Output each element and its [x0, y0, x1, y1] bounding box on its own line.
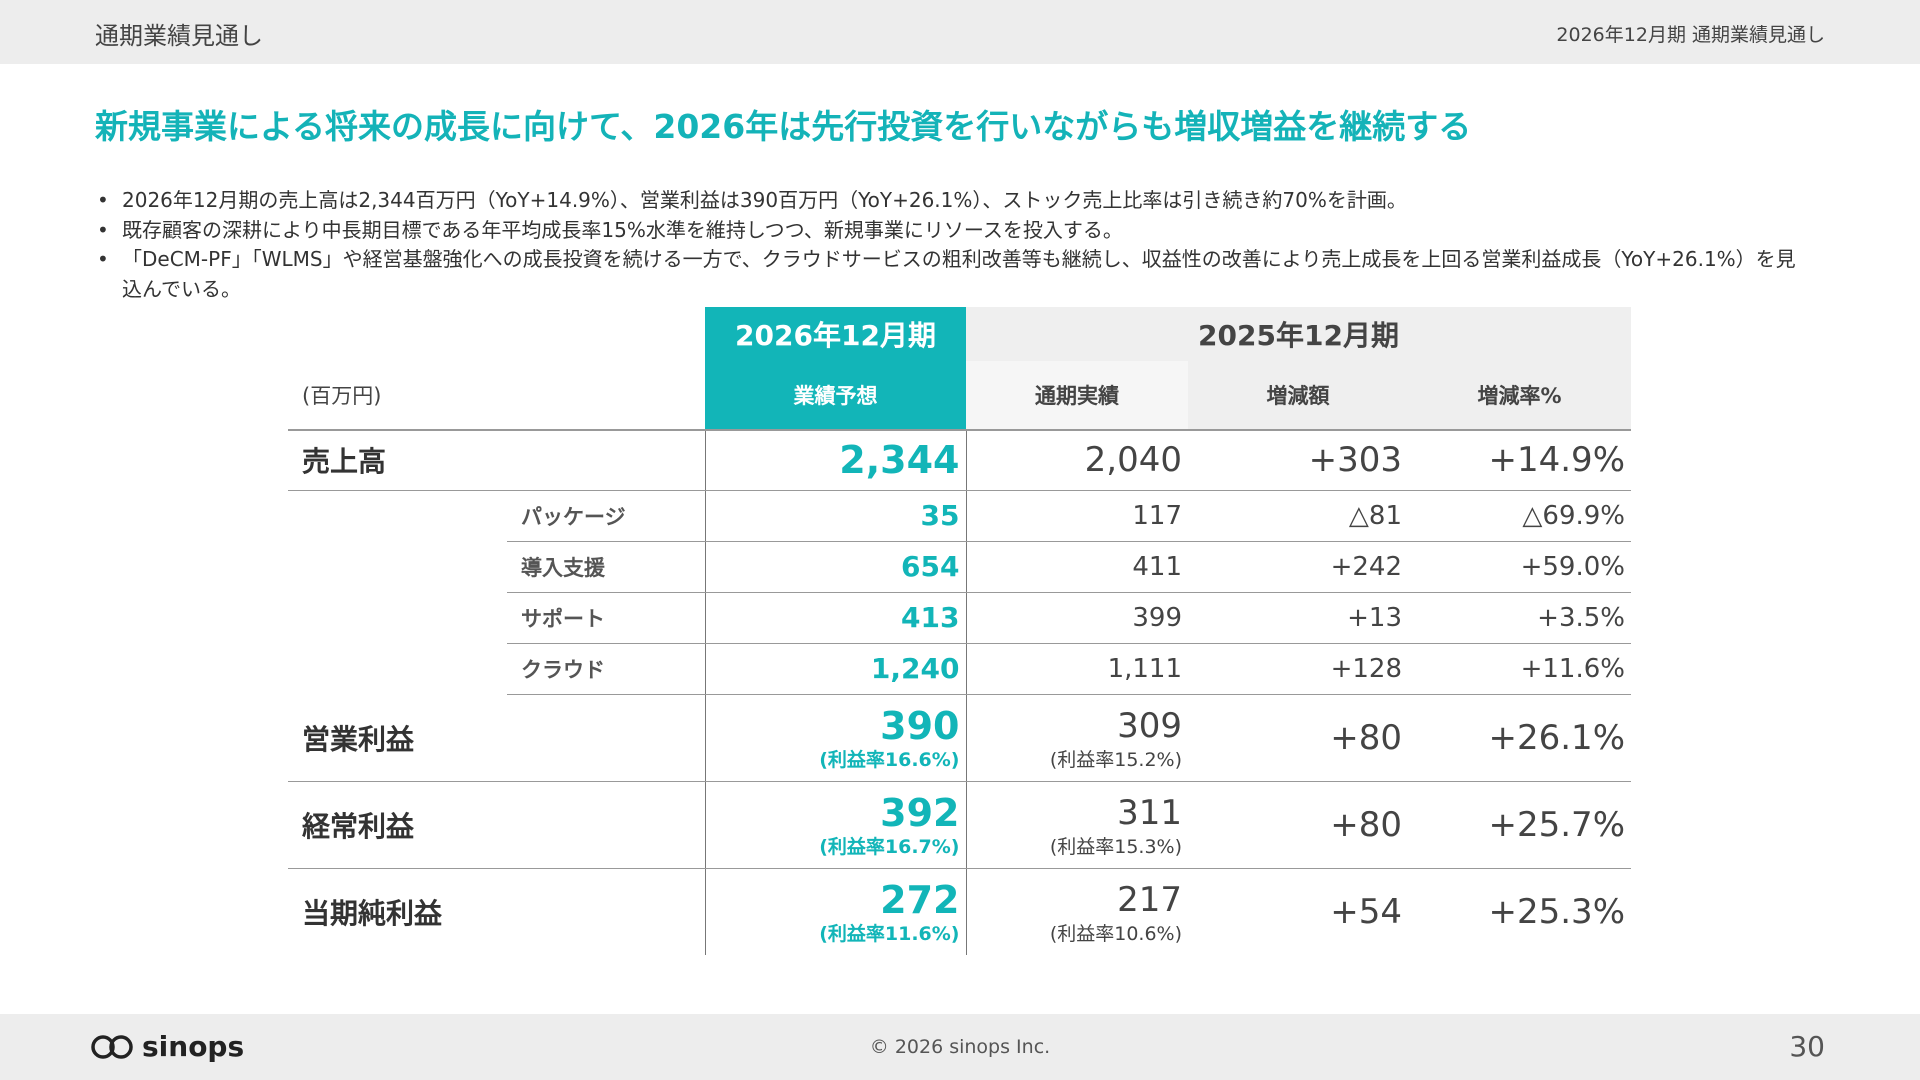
- actual-value: 217: [1117, 879, 1182, 920]
- row-label: 営業利益: [288, 694, 705, 782]
- actual-value: 311: [1117, 792, 1182, 833]
- row-label: サポート: [507, 592, 705, 644]
- forecast-margin: (利益率11.6%): [819, 922, 960, 945]
- forecast-value: 2,344: [704, 430, 967, 491]
- row-label: 売上高: [288, 430, 705, 491]
- actual-cell: 309 (利益率15.2%): [966, 694, 1188, 782]
- logo-icon: [91, 1034, 133, 1059]
- forecast-margin: (利益率16.6%): [819, 748, 960, 771]
- row-label: 当期純利益: [302, 896, 443, 930]
- actual-value: 399: [966, 592, 1188, 644]
- row-label: クラウド: [507, 643, 705, 695]
- actual-cell: 217 (利益率10.6%): [966, 868, 1188, 955]
- diff-value: +128: [1188, 643, 1408, 695]
- diff-value: +80: [1188, 781, 1408, 869]
- rate-value: △69.9%: [1408, 490, 1631, 542]
- logo-text: sinops: [142, 1030, 245, 1063]
- rate-value: +25.3%: [1488, 891, 1626, 932]
- logo: sinops: [90, 1030, 244, 1063]
- diff-value: +13: [1188, 592, 1408, 644]
- column-header: 通期実績: [966, 361, 1188, 431]
- rate-value: +25.7%: [1408, 781, 1631, 869]
- bullet-list: 2026年12月期の売上高は2,344百万円（YoY+14.9%）、営業利益は3…: [95, 186, 1815, 304]
- bullet: 既存顧客の深耕により中長期目標である年平均成長率15%水準を維持しつつ、新規事業…: [95, 216, 1815, 246]
- rate-value: +26.1%: [1408, 694, 1631, 782]
- forecast-value: 35: [704, 490, 967, 542]
- bullet: 「DeCM-PF」「WLMS」や経営基盤強化への成長投資を続ける一方で、クラウド…: [95, 245, 1815, 304]
- rate-value: +3.5%: [1408, 592, 1631, 644]
- forecast-cell: 272 (利益率11.6%): [704, 868, 967, 955]
- forecast-value: 1,240: [704, 643, 967, 695]
- forecast-label: 業績予想: [705, 361, 966, 431]
- forecast-value: 272: [880, 877, 960, 922]
- diff-value: +80: [1188, 694, 1408, 782]
- actual-value: 411: [966, 541, 1188, 593]
- forecast-value: 413: [704, 592, 967, 644]
- forecast-period: 2026年12月期: [705, 307, 966, 361]
- forecast-value: 392: [880, 790, 960, 835]
- rate-value: +11.6%: [1408, 643, 1631, 695]
- forecast-value: 654: [704, 541, 967, 593]
- profit-row: 営業利益 390 (利益率16.6%) 309 (利益率15.2%) +80 +26.1%: [288, 694, 1631, 782]
- blank-cell: [288, 307, 705, 361]
- diff-value: +54: [1330, 891, 1402, 932]
- diff-value: +303: [1188, 430, 1408, 491]
- main-row: 売上高 2,344 2,040 +303 +14.9%: [288, 430, 1631, 491]
- header-row: 2026年12月期 2025年12月期: [288, 307, 1631, 361]
- sub-row: サポート 413 399 +13 +3.5%: [288, 592, 1631, 644]
- column-header: 増減額: [1188, 361, 1408, 431]
- rate-value: +14.9%: [1408, 430, 1631, 491]
- sub-row: クラウド 1,240 1,111 +128 +11.6%: [288, 643, 1631, 695]
- forecast-margin: (利益率16.7%): [819, 835, 960, 858]
- actual-value: 2,040: [966, 430, 1188, 491]
- page-number: 30: [1789, 1030, 1825, 1063]
- sub-row: 導入支援 654 411 +242 +59.0%: [288, 541, 1631, 593]
- unit: (百万円): [288, 361, 705, 431]
- forecast-value: 390: [880, 703, 960, 748]
- top-bar: 通期業績見通し 2026年12月期 通期業績見通し: [0, 0, 1920, 64]
- actual-value: 309: [1117, 705, 1182, 746]
- header-row: (百万円) 業績予想 通期実績 増減額 増減率%: [288, 361, 1631, 431]
- header-right: 2026年12月期 通期業績見通し: [1556, 24, 1825, 46]
- row-label: 経常利益: [288, 781, 705, 869]
- row-label: 導入支援: [507, 541, 705, 593]
- forecast-cell: 392 (利益率16.7%): [704, 781, 967, 869]
- footer: sinops © 2026 sinops Inc. 30: [0, 1014, 1920, 1080]
- actual-margin: (利益率15.3%): [1049, 835, 1182, 858]
- actual-cell: 311 (利益率15.3%): [966, 781, 1188, 869]
- sub-row: パッケージ 35 117 △81 △69.9%: [288, 490, 1631, 542]
- actual-value: 117: [966, 490, 1188, 542]
- section-title: 通期業績見通し: [95, 22, 263, 50]
- profit-row: 経常利益 392 (利益率16.7%) 311 (利益率15.3%) +80 +25.7%: [288, 781, 1631, 869]
- forecast-cell: 390 (利益率16.6%): [704, 694, 967, 782]
- financial-table: 2026年12月期 2025年12月期 (百万円) 業績予想 通期実績 増減額 増減率% 売上…: [288, 307, 1631, 955]
- column-header: 増減率%: [1408, 361, 1631, 431]
- diff-value: △81: [1188, 490, 1408, 542]
- diff-value: +242: [1188, 541, 1408, 593]
- blank-cell: [288, 490, 507, 694]
- actual-margin: (利益率15.2%): [1049, 748, 1182, 771]
- copyright: © 2026 sinops Inc.: [869, 1036, 1051, 1058]
- headline: 新規事業による将来の成長に向けて、2026年は先行投資を行いながらも増収増益を継…: [95, 107, 1472, 146]
- actual-margin: (利益率10.6%): [1049, 922, 1182, 945]
- bullet: 2026年12月期の売上高は2,344百万円（YoY+14.9%）、営業利益は3…: [95, 186, 1815, 216]
- actual-value: 1,111: [966, 643, 1188, 695]
- profit-row: 当期純利益 272 (利益率11.6%) 217 (利益率10.6%) +54 +25.3%: [288, 868, 1631, 955]
- actual-period: 2025年12月期: [966, 307, 1631, 361]
- row-label: パッケージ: [507, 490, 705, 542]
- rate-value: +59.0%: [1408, 541, 1631, 593]
